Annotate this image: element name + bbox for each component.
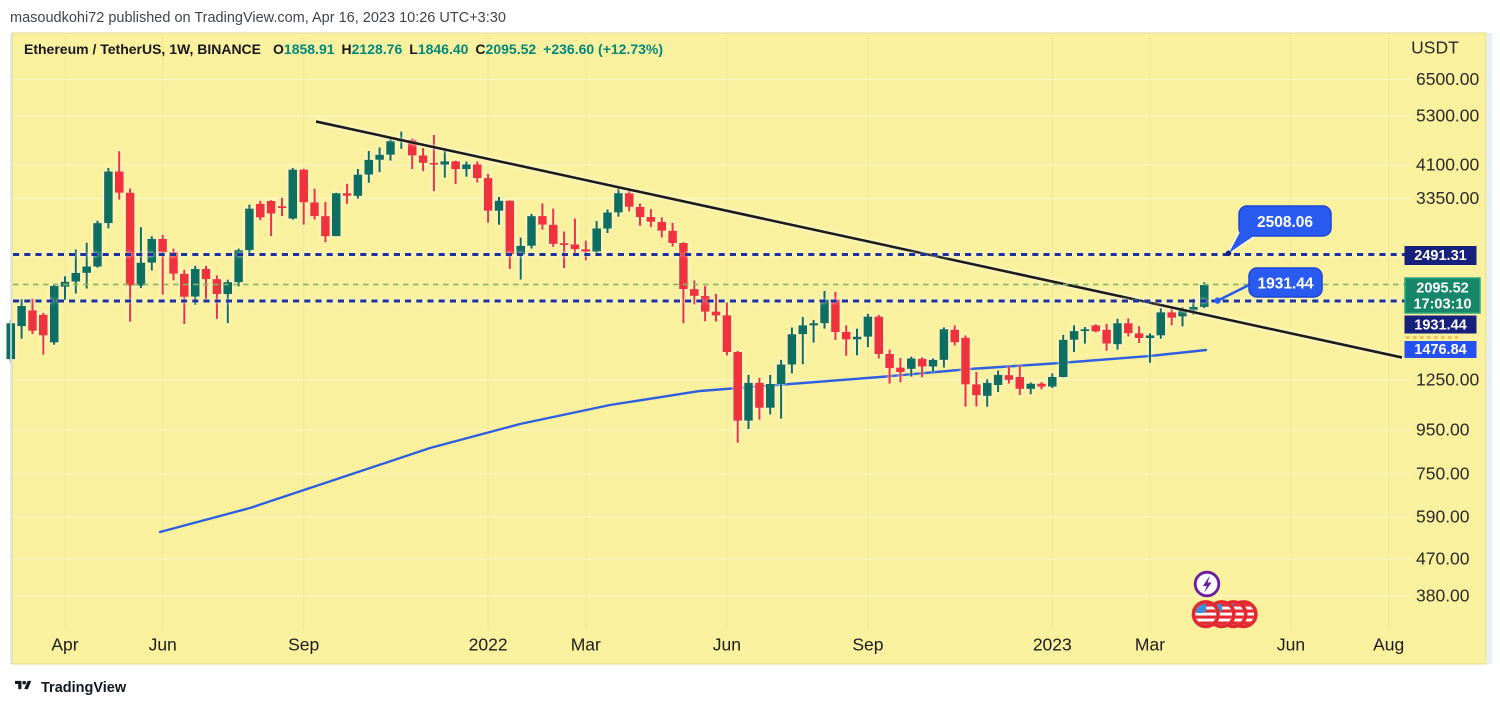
- svg-text:1476.84: 1476.84: [1414, 342, 1466, 358]
- svg-text:1931.44: 1931.44: [1257, 276, 1313, 293]
- svg-text:Mar: Mar: [571, 635, 601, 655]
- svg-text:380.00: 380.00: [1416, 586, 1470, 606]
- svg-text:Apr: Apr: [51, 635, 78, 655]
- svg-text:Sep: Sep: [852, 635, 883, 655]
- svg-text:4100.00: 4100.00: [1416, 155, 1480, 175]
- svg-text:1250.00: 1250.00: [1416, 370, 1480, 390]
- svg-text:950.00: 950.00: [1416, 420, 1470, 440]
- svg-text:5300.00: 5300.00: [1416, 106, 1480, 126]
- svg-text:masoudkohi72 published on Trad: masoudkohi72 published on TradingView.co…: [10, 10, 506, 26]
- svg-text:Jun: Jun: [1277, 635, 1305, 655]
- svg-text:Jun: Jun: [713, 635, 741, 655]
- svg-text:17:03:10: 17:03:10: [1413, 297, 1471, 313]
- svg-text:2023: 2023: [1033, 635, 1072, 655]
- svg-text:590.00: 590.00: [1416, 507, 1470, 527]
- svg-text:Ethereum / TetherUS, 1W, BINAN: Ethereum / TetherUS, 1W, BINANCE O1858.91…: [24, 41, 663, 57]
- svg-text:Aug: Aug: [1373, 635, 1404, 655]
- svg-text:USDT: USDT: [1411, 38, 1459, 58]
- svg-text:6500.00: 6500.00: [1416, 69, 1480, 89]
- svg-text:2491.31: 2491.31: [1414, 248, 1466, 264]
- svg-text:Sep: Sep: [288, 635, 319, 655]
- svg-text:2022: 2022: [469, 635, 508, 655]
- svg-text:1931.44: 1931.44: [1414, 318, 1466, 334]
- svg-text:Mar: Mar: [1135, 635, 1165, 655]
- svg-text:3350.00: 3350.00: [1416, 188, 1480, 208]
- svg-text:750.00: 750.00: [1416, 464, 1470, 484]
- svg-text:2508.06: 2508.06: [1257, 214, 1313, 231]
- svg-text:TradingView: TradingView: [41, 680, 127, 696]
- svg-text:2095.52: 2095.52: [1416, 281, 1468, 297]
- svg-text:470.00: 470.00: [1416, 549, 1470, 569]
- svg-text:Jun: Jun: [149, 635, 177, 655]
